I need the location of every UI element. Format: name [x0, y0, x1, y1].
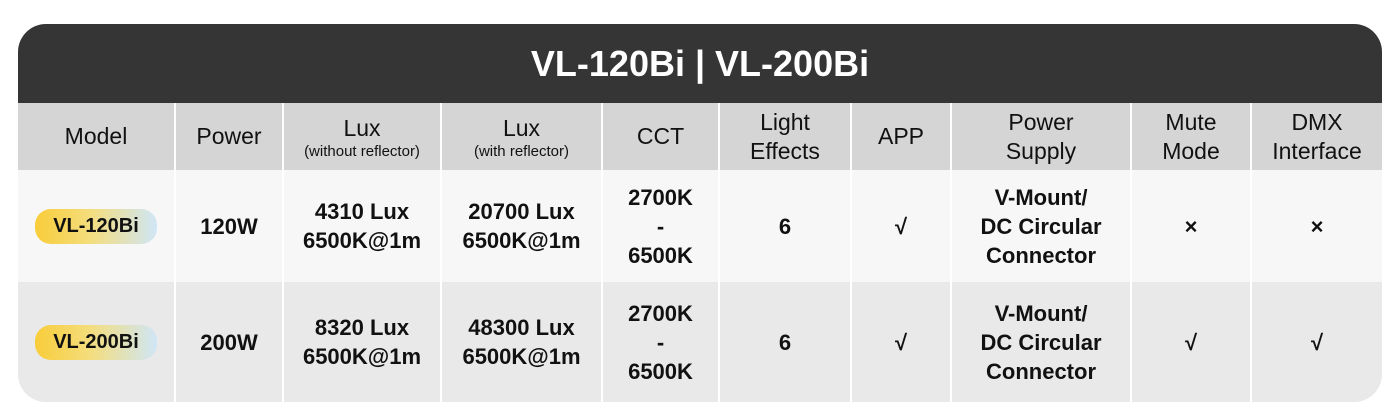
cell-text: ×: [1310, 213, 1324, 239]
header-cell: Model: [18, 103, 174, 170]
cell-text: V-Mount/: [994, 300, 1088, 326]
cell-text: -: [656, 213, 665, 239]
table-cell: 6: [718, 282, 850, 402]
cell-text: DC Circular: [980, 213, 1102, 239]
cell-text: -: [656, 329, 665, 355]
header-cell: APP: [850, 103, 950, 170]
cell-text: 6500K: [628, 358, 693, 384]
header-text: Model: [64, 123, 128, 149]
header-text: Mode: [1162, 137, 1220, 164]
cell-text: √: [1310, 329, 1324, 355]
cell-text: 120W: [200, 213, 258, 239]
cell-text: 8320 Lux: [314, 315, 410, 340]
table-title: VL-120Bi | VL-200Bi: [18, 24, 1382, 103]
table-cell: V-Mount/DC Circular Connector: [950, 282, 1130, 402]
header-text: CCT: [636, 123, 685, 149]
table-cell: √: [1130, 282, 1250, 402]
cell-text: Connector: [986, 242, 1096, 268]
header-text: DMX: [1291, 108, 1343, 135]
header-text: Supply: [1005, 137, 1077, 164]
header-cell: Power: [174, 103, 282, 170]
header-cell: CCT: [601, 103, 718, 170]
cell-text: 6500K: [628, 242, 693, 268]
header-cell: Lux (with reflector): [440, 103, 601, 170]
table-cell: ×: [1130, 170, 1250, 282]
table-cell: 2700K - 6500K: [601, 170, 718, 282]
table-cell: √: [850, 170, 950, 282]
table-cell: VL-200Bi: [18, 282, 174, 402]
cell-text: V-Mount/: [994, 184, 1088, 210]
table-cell: 120W: [174, 170, 282, 282]
cell-text: 2700K: [628, 300, 693, 326]
header-note: (with reflector): [473, 142, 570, 160]
cell-text: 6500K@1m: [302, 344, 422, 369]
cell-text: √: [894, 329, 908, 355]
table-cell: 8320 Lux 6500K@1m: [282, 282, 440, 402]
model-badge: VL-200Bi: [35, 324, 157, 360]
cell-text: DC Circular: [980, 329, 1102, 355]
table-cell: V-Mount/DC Circular Connector: [950, 170, 1130, 282]
header-text: Effects: [750, 137, 820, 164]
cell-text: 6: [778, 329, 792, 355]
cell-text: 6500K@1m: [462, 344, 581, 369]
table-cell: √: [1250, 282, 1382, 402]
table-cell: VL-120Bi: [18, 170, 174, 282]
cell-text: 48300 Lux: [468, 315, 575, 340]
table-cell: ×: [1250, 170, 1382, 282]
header-text: Lux: [502, 114, 541, 141]
cell-text: 4310 Lux: [314, 199, 410, 224]
cell-text: √: [1184, 329, 1198, 355]
model-badge: VL-120Bi: [35, 208, 157, 244]
table-cell: 48300 Lux 6500K@1m: [440, 282, 601, 402]
cell-text: 20700 Lux: [468, 199, 575, 224]
header-text: Power: [196, 123, 262, 149]
header-text: Mute: [1165, 108, 1217, 135]
header-text: Power: [1008, 108, 1074, 135]
cell-text: 2700K: [628, 184, 693, 210]
header-text: Lux: [343, 114, 381, 141]
table-cell: 6: [718, 170, 850, 282]
cell-text: 6500K@1m: [462, 228, 581, 253]
header-text: Interface: [1272, 137, 1362, 164]
header-cell: Mute Mode: [1130, 103, 1250, 170]
header-note: (without reflector): [304, 142, 420, 160]
cell-text: 6500K@1m: [302, 228, 422, 253]
header-cell: Light Effects: [718, 103, 850, 170]
header-text: APP: [877, 123, 925, 149]
spec-table: VL-120Bi | VL-200Bi Model Power Lux (withou…: [18, 24, 1382, 402]
cell-text: √: [894, 213, 908, 239]
table-cell: 20700 Lux 6500K@1m: [440, 170, 601, 282]
table-cell: 2700K - 6500K: [601, 282, 718, 402]
table-cell: 200W: [174, 282, 282, 402]
header-cell: DMX Interface: [1250, 103, 1382, 170]
cell-text: 6: [778, 213, 792, 239]
table-cell: 4310 Lux 6500K@1m: [282, 170, 440, 282]
cell-text: 200W: [200, 329, 258, 355]
header-cell: Power Supply: [950, 103, 1130, 170]
cell-text: ×: [1184, 213, 1198, 239]
header-text: Light: [760, 108, 810, 135]
table-cell: √: [850, 282, 950, 402]
header-cell: Lux (without reflector): [282, 103, 440, 170]
cell-text: Connector: [986, 358, 1096, 384]
